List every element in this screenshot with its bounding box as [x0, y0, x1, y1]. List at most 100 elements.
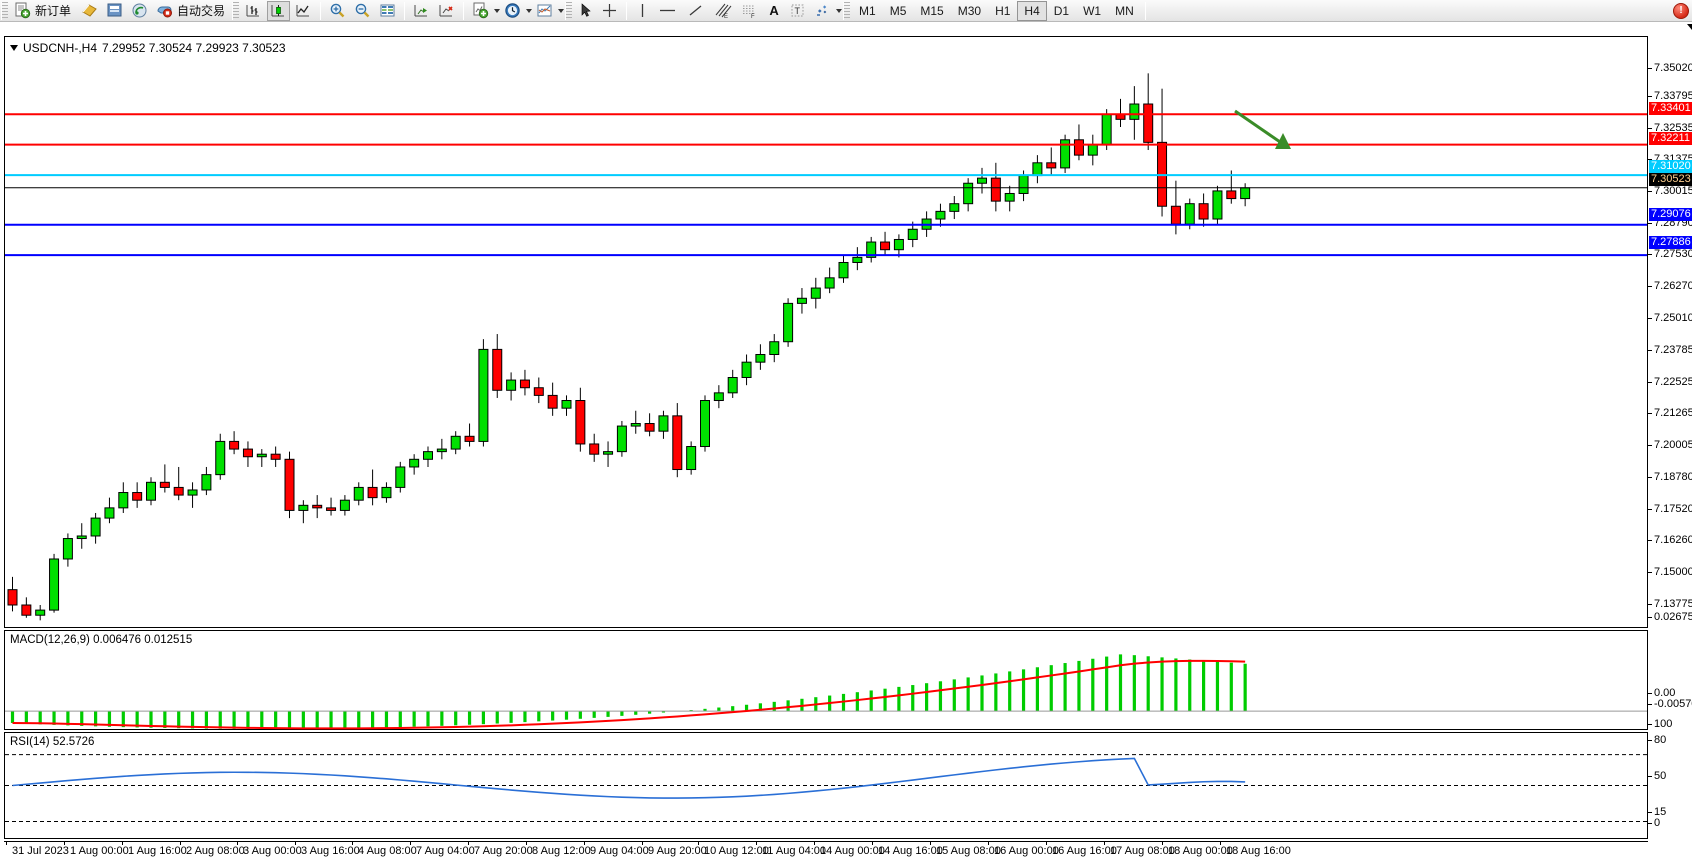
toolbar-separator-2	[404, 1, 406, 20]
toolbar-grip[interactable]	[1, 1, 8, 20]
candlestick-button[interactable]	[267, 0, 291, 21]
price-tick: 7.32535	[1648, 123, 1692, 134]
toolbar-grip-4[interactable]	[843, 1, 851, 20]
macd-series	[5, 654, 1647, 730]
time-tick: 18 Aug 16:00	[1220, 841, 1291, 857]
support-level-1[interactable]: 7.29076	[1649, 208, 1692, 221]
indicator-tick: 80	[1648, 735, 1666, 746]
objects-button[interactable]	[811, 1, 834, 21]
time-scale[interactable]: 31 Jul 2023 1 Aug 00:00 1 Aug 16:00 2 Aug 0…	[4, 841, 1648, 861]
text-button[interactable]: A	[764, 1, 784, 21]
horizontal-line-button[interactable]	[654, 1, 681, 21]
timeframe-m15[interactable]: M15	[920, 3, 944, 18]
toolbar-separator-4	[626, 1, 628, 20]
alert-badge[interactable]: !	[1673, 3, 1689, 19]
period-dropdown-caret[interactable]	[526, 8, 533, 13]
price-pane[interactable]	[4, 36, 1648, 628]
zoom-out-button[interactable]	[351, 1, 374, 21]
autotrading-button[interactable]: 自动交易	[153, 1, 230, 21]
chart-window[interactable]: USDCNH-,H4 7.29952 7.30524 7.29923 7.305…	[0, 22, 1692, 857]
indicator-tick: 0.026756	[1648, 612, 1692, 623]
terminal-button[interactable]	[103, 1, 126, 21]
cursor-icon	[581, 3, 591, 17]
metaeditor-button[interactable]	[78, 1, 101, 21]
bar-chart-button[interactable]	[242, 1, 265, 21]
line-chart-button[interactable]	[292, 1, 315, 21]
toolbar-grip-3[interactable]	[565, 1, 573, 20]
data-window-icon	[380, 4, 395, 17]
data-window-button[interactable]	[376, 1, 399, 21]
macd-pane[interactable]	[4, 630, 1648, 730]
toolbar-grip-2[interactable]	[232, 1, 240, 20]
chart-titlebar	[0, 22, 1692, 34]
text-label-icon: T	[791, 4, 804, 17]
indicator-tick: 50	[1648, 771, 1666, 782]
vertical-line-icon	[641, 4, 643, 17]
cursor-button[interactable]	[575, 1, 596, 21]
price-tick: 7.17520	[1648, 504, 1692, 515]
horizontal-line-icon	[660, 9, 676, 12]
objects-dropdown-caret[interactable]	[836, 8, 843, 13]
autotrading-label: 自动交易	[177, 4, 226, 18]
zoom-in-icon	[330, 3, 345, 18]
timeframe-h4[interactable]: H4	[1017, 0, 1047, 21]
time-tick: 18 Aug 00:00	[1162, 841, 1233, 857]
rsi-pane[interactable]	[4, 732, 1648, 839]
time-tick: 3 Aug 16:00	[295, 841, 360, 857]
symbol-header: USDCNH-,H4 7.29952 7.30524 7.29923 7.305…	[8, 41, 288, 55]
candlestick-series	[7, 73, 1251, 621]
support-level-2[interactable]: 7.27886	[1649, 236, 1692, 249]
new-chart-dropdown-caret[interactable]	[494, 8, 501, 13]
time-tick: 14 Aug 16:00	[872, 841, 943, 857]
expert-advisor-button[interactable]	[410, 1, 433, 21]
zoom-out-icon	[355, 3, 370, 18]
timeframe-d1[interactable]: D1	[1053, 3, 1070, 18]
resistance-level-1[interactable]: 7.33401	[1649, 102, 1692, 115]
zoom-in-button[interactable]	[326, 1, 349, 21]
text-icon: A	[769, 3, 779, 18]
timeframe-m5[interactable]: M5	[889, 3, 907, 18]
terminal-icon	[107, 3, 122, 17]
text-label-button[interactable]: T	[786, 1, 809, 21]
time-tick: 15 Aug 08:00	[930, 841, 1001, 857]
indicator-tick: 15	[1648, 807, 1666, 818]
vertical-line-button[interactable]	[632, 1, 652, 21]
clock-icon	[505, 3, 520, 18]
trendline-button[interactable]	[683, 1, 708, 21]
templates-dropdown-caret[interactable]	[558, 8, 565, 13]
timeframe-m30[interactable]: M30	[957, 3, 982, 18]
signals-icon	[132, 3, 147, 18]
indicator-tick: 0	[1648, 818, 1660, 829]
price-tick: 7.22525	[1648, 377, 1692, 388]
toolbar-separator-3	[463, 1, 465, 20]
chevron-down-icon[interactable]	[1687, 24, 1692, 30]
last-price-label[interactable]: 7.30523	[1649, 173, 1692, 186]
templates-button[interactable]	[533, 1, 556, 21]
price-tick: 7.15000	[1648, 567, 1692, 578]
chart-canvas[interactable]	[0, 22, 1692, 851]
indicator-tick: 0.00	[1648, 688, 1675, 699]
new-order-button[interactable]: 新订单	[11, 1, 76, 21]
timeframe-mn[interactable]: MN	[1115, 3, 1134, 18]
indicators-icon	[439, 5, 453, 17]
price-tick: 7.26270	[1648, 281, 1692, 292]
resistance-level-2[interactable]: 7.32211	[1649, 132, 1692, 145]
bid-price-label[interactable]: 7.31020	[1649, 160, 1692, 173]
time-tick: 14 Aug 00:00	[814, 841, 885, 857]
fibonacci-button[interactable]: F	[737, 1, 762, 21]
chevron-down-icon[interactable]	[10, 45, 18, 51]
indicators-button[interactable]	[435, 1, 458, 21]
timeframe-w1[interactable]: W1	[1083, 3, 1102, 18]
svg-text:F: F	[751, 14, 755, 19]
candlestick-icon	[271, 5, 285, 17]
new-chart-button[interactable]	[469, 1, 492, 21]
equidistant-channel-button[interactable]: E	[710, 1, 735, 21]
objects-icon	[817, 5, 827, 16]
crosshair-button[interactable]	[598, 1, 621, 21]
signals-button[interactable]	[128, 1, 151, 21]
price-scale[interactable]: 7.35020 7.33795 7.32535 7.31375 7.30015 7.287…	[1648, 36, 1692, 839]
timeframe-m1[interactable]: M1	[859, 3, 876, 18]
price-tick: 7.20005	[1648, 440, 1692, 451]
timeframe-h1[interactable]: H1	[995, 3, 1011, 18]
period-button[interactable]	[501, 1, 524, 21]
